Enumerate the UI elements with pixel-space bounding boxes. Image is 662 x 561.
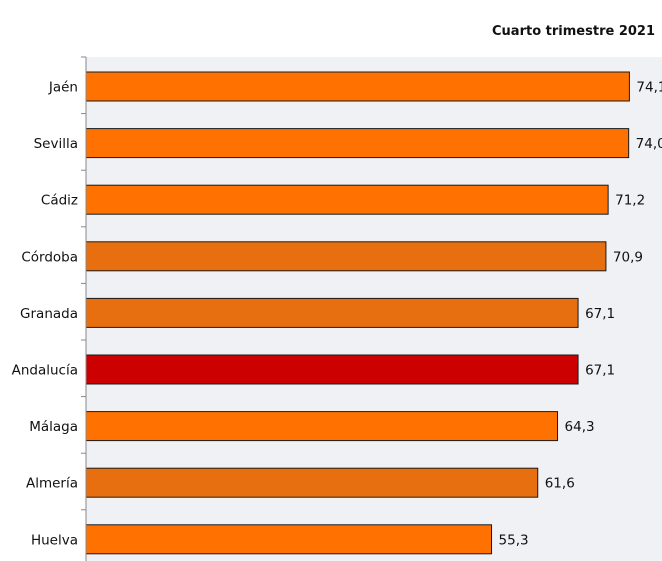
bar <box>85 354 579 385</box>
bar <box>85 524 493 555</box>
value-label: 64,3 <box>565 419 595 435</box>
value-label: 67,1 <box>585 363 615 379</box>
bar <box>85 467 539 498</box>
category-label: Granada <box>20 306 78 322</box>
y-axis-ticks <box>81 56 86 511</box>
bar <box>85 241 607 272</box>
bar <box>85 128 630 159</box>
value-label: 61,6 <box>545 476 575 492</box>
bar <box>85 184 609 215</box>
chart-title: Cuarto trimestre 2021 <box>492 24 655 39</box>
value-label: 74,0 <box>636 136 662 152</box>
bar <box>85 297 579 328</box>
value-label: 55,3 <box>499 532 529 548</box>
category-labels: Jaén Sevilla Cádiz Córdoba Granada Andalucía M… <box>12 80 78 549</box>
value-label: 67,1 <box>585 306 615 322</box>
value-label: 71,2 <box>615 193 645 209</box>
value-label: 74,1 <box>636 80 662 96</box>
category-label: Sevilla <box>34 136 78 152</box>
value-label: 70,9 <box>613 249 643 265</box>
category-label: Jaén <box>48 80 78 96</box>
category-label: Andalucía <box>12 363 78 379</box>
category-label: Málaga <box>29 419 78 435</box>
category-label: Huelva <box>31 532 78 548</box>
bar <box>85 71 630 102</box>
category-label: Córdoba <box>21 249 78 265</box>
category-label: Almería <box>26 476 78 492</box>
bars-group <box>85 71 630 555</box>
value-labels: 74,1 74,0 71,2 70,9 67,1 67,1 64,3 61,6 55,3 <box>499 80 662 549</box>
bar <box>85 411 559 442</box>
category-label: Cádiz <box>41 193 78 209</box>
